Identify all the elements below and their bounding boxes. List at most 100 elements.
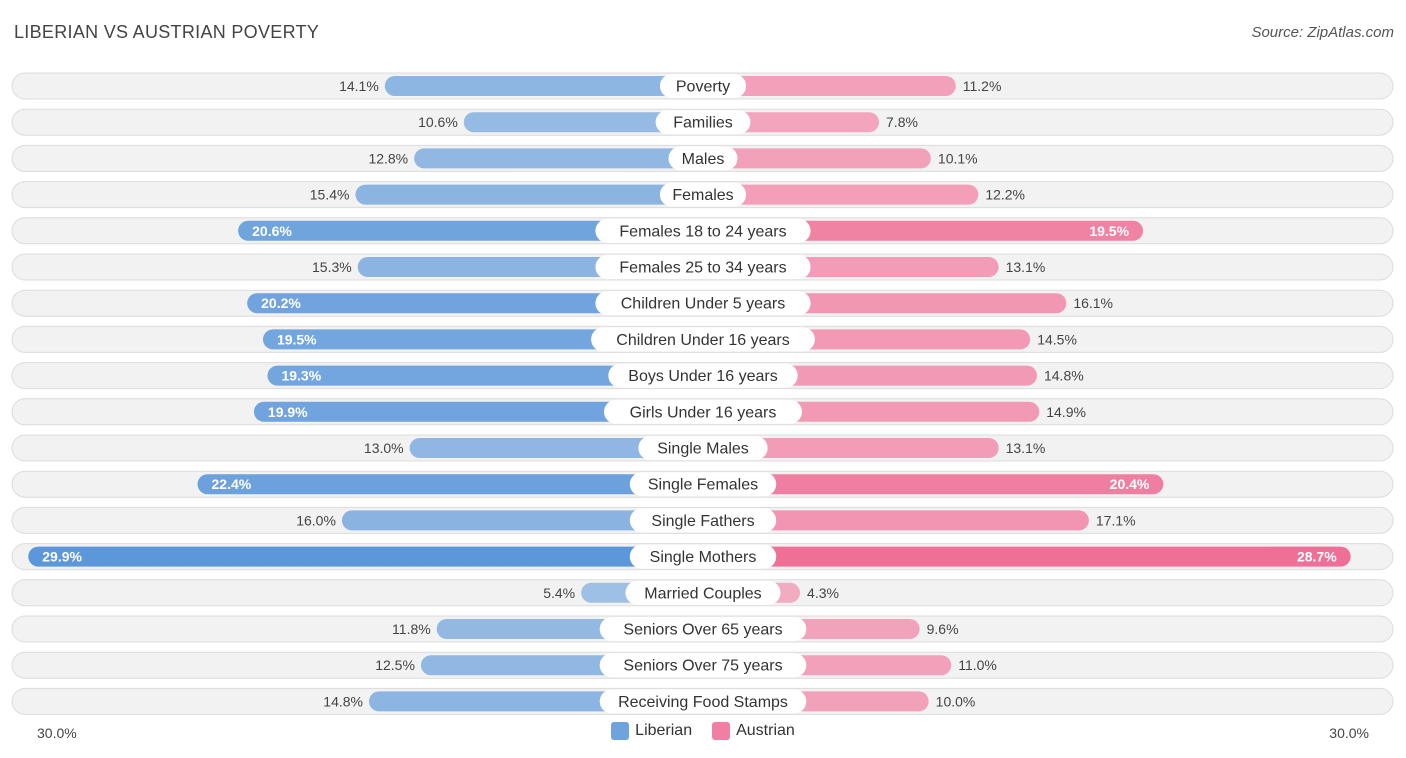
value-label-austrian: 4.3% xyxy=(807,585,839,601)
legend-swatch-austrian xyxy=(712,722,731,740)
category-label: Males xyxy=(682,151,725,168)
value-label-liberian: 19.9% xyxy=(268,404,308,420)
category-label: Children Under 16 years xyxy=(616,332,789,349)
value-label-austrian: 20.4% xyxy=(1110,476,1150,492)
bar-liberian xyxy=(247,293,704,314)
category-pill xyxy=(604,399,802,424)
category-label: Receiving Food Stamps xyxy=(618,694,788,711)
bar-liberian xyxy=(197,474,704,495)
category-pill xyxy=(629,472,777,497)
value-label-austrian: 11.0% xyxy=(958,657,997,673)
chart-title: LIBERIAN VS AUSTRIAN POVERTY xyxy=(14,22,320,42)
value-label-austrian: 13.1% xyxy=(1006,259,1046,275)
bar-liberian xyxy=(384,76,703,96)
value-label-austrian: 12.2% xyxy=(985,187,1025,203)
value-label-austrian: 14.8% xyxy=(1044,368,1084,384)
bar-liberian xyxy=(409,438,703,458)
category-pill xyxy=(655,110,751,135)
value-label-liberian: 19.5% xyxy=(277,331,317,347)
value-label-austrian: 7.8% xyxy=(886,114,918,130)
value-label-liberian: 5.4% xyxy=(543,585,575,601)
category-label: Seniors Over 65 years xyxy=(623,622,782,639)
value-label-austrian: 17.1% xyxy=(1096,512,1136,528)
legend-item-liberian[interactable]: Liberian xyxy=(611,722,692,740)
category-pill xyxy=(591,327,815,352)
value-label-austrian: 14.9% xyxy=(1046,404,1086,420)
value-label-liberian: 15.3% xyxy=(312,259,352,275)
value-label-liberian: 19.3% xyxy=(281,368,321,384)
value-label-austrian: 11.2% xyxy=(963,78,1002,94)
value-label-liberian: 22.4% xyxy=(212,476,252,492)
value-label-austrian: 10.0% xyxy=(936,693,976,709)
category-label: Seniors Over 75 years xyxy=(623,658,782,675)
bar-austrian xyxy=(703,438,999,458)
value-label-austrian: 13.1% xyxy=(1006,440,1046,456)
category-label: Single Mothers xyxy=(650,549,757,566)
category-pill xyxy=(629,544,777,569)
category-pill xyxy=(595,291,811,316)
bar-austrian xyxy=(703,184,979,205)
legend: Liberian Austrian xyxy=(0,722,1406,740)
bar-liberian xyxy=(341,510,703,531)
category-label: Poverty xyxy=(676,79,730,96)
value-label-liberian: 12.5% xyxy=(375,657,415,673)
value-label-liberian: 20.6% xyxy=(252,223,292,239)
bar-liberian xyxy=(355,184,703,205)
value-label-liberian: 15.4% xyxy=(310,187,350,203)
category-label: Single Fathers xyxy=(651,513,754,530)
bar-austrian xyxy=(703,76,956,96)
category-label: Single Females xyxy=(648,477,758,494)
category-pill xyxy=(638,436,768,460)
value-label-liberian: 16.0% xyxy=(296,512,336,528)
value-label-austrian: 9.6% xyxy=(927,621,959,637)
value-label-liberian: 14.1% xyxy=(339,78,379,94)
value-label-austrian: 14.5% xyxy=(1037,331,1077,347)
value-label-liberian: 10.6% xyxy=(418,114,458,130)
category-label: Married Couples xyxy=(644,585,761,602)
category-pill xyxy=(625,580,781,605)
value-label-austrian: 28.7% xyxy=(1297,549,1337,565)
bar-liberian xyxy=(463,112,703,133)
bar-austrian xyxy=(703,148,931,169)
category-label: Females xyxy=(672,187,733,204)
category-label: Girls Under 16 years xyxy=(630,404,777,421)
legend-label-liberian: Liberian xyxy=(635,722,693,739)
value-label-liberian: 12.8% xyxy=(368,150,408,166)
bar-austrian xyxy=(703,220,1144,241)
bar-liberian xyxy=(28,546,704,567)
bar-austrian xyxy=(703,474,1164,495)
category-label: Families xyxy=(673,115,733,132)
category-pill xyxy=(608,363,798,388)
value-label-liberian: 29.9% xyxy=(42,549,82,565)
legend-item-austrian[interactable]: Austrian xyxy=(712,722,795,740)
category-pill xyxy=(599,689,807,714)
value-label-liberian: 14.8% xyxy=(323,693,363,709)
legend-swatch-liberian xyxy=(611,722,630,740)
value-label-austrian: 16.1% xyxy=(1073,295,1113,311)
category-label: Single Males xyxy=(657,441,749,458)
axis-right-label: 30.0% xyxy=(1329,725,1369,741)
axis-left-label: 30.0% xyxy=(37,725,77,741)
value-label-liberian: 20.2% xyxy=(261,295,301,311)
category-label: Females 18 to 24 years xyxy=(619,223,786,240)
value-label-liberian: 11.8% xyxy=(392,621,431,637)
category-label: Boys Under 16 years xyxy=(628,368,777,385)
category-pill xyxy=(659,74,747,98)
bar-austrian xyxy=(703,546,1351,567)
bar-liberian xyxy=(267,365,703,386)
diverging-bar-chart: 14.1% 11.2% Poverty 10.6% 7.8% Families 12.8% 1… xyxy=(11,72,1394,715)
category-pill xyxy=(599,617,807,641)
bar-liberian xyxy=(238,220,704,241)
category-pill xyxy=(595,255,811,279)
category-pill xyxy=(668,146,738,171)
bar-liberian xyxy=(253,401,703,422)
source-credit: Source: ZipAtlas.com xyxy=(1251,24,1394,41)
category-pill xyxy=(599,653,807,678)
category-label: Females 25 to 34 years xyxy=(619,260,786,277)
category-pill xyxy=(595,218,811,243)
value-label-austrian: 10.1% xyxy=(938,150,978,166)
legend-label-austrian: Austrian xyxy=(736,722,795,739)
bar-austrian xyxy=(703,510,1089,531)
category-pill xyxy=(659,182,747,207)
category-label: Children Under 5 years xyxy=(621,296,786,313)
